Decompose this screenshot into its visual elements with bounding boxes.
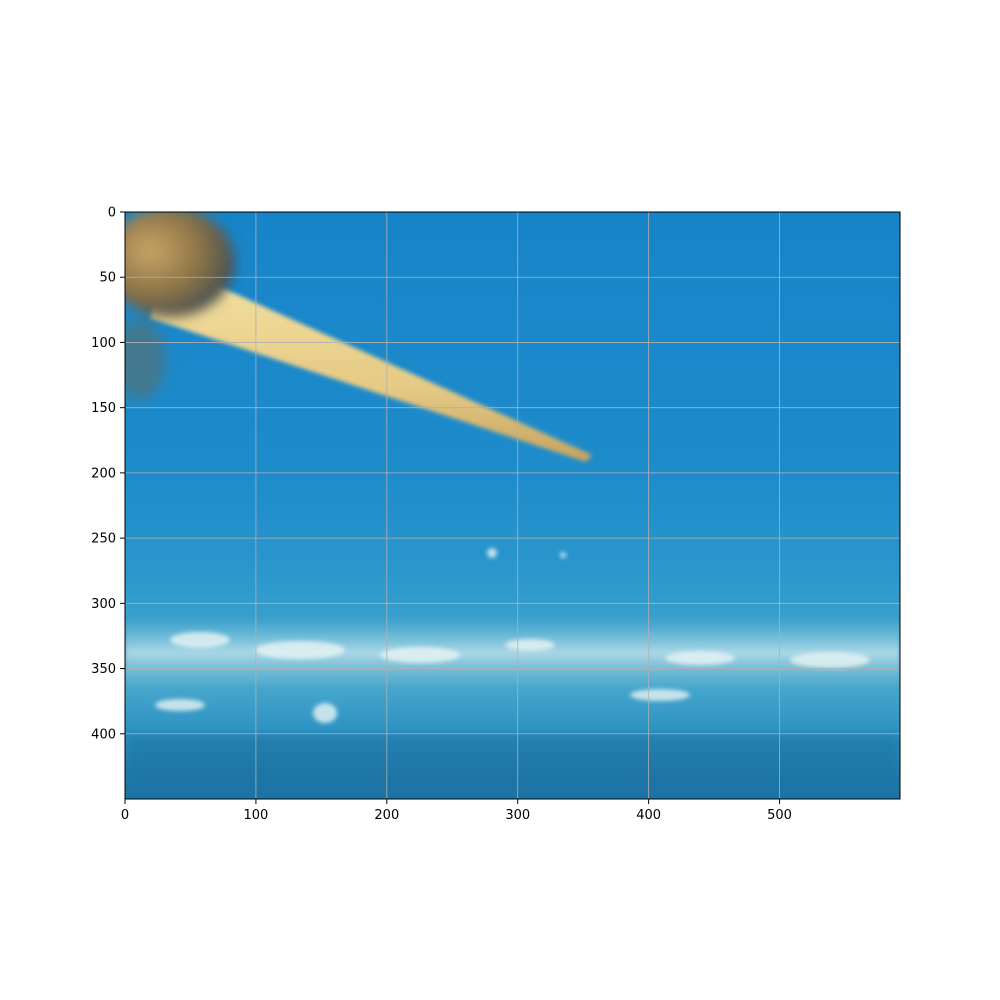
y-tick-label: 400 xyxy=(91,727,116,742)
x-tick-label: 100 xyxy=(243,808,268,823)
x-tick-label: 0 xyxy=(121,808,129,823)
holder xyxy=(125,212,235,400)
y-tick-label: 200 xyxy=(91,466,116,481)
photo xyxy=(125,212,900,799)
axes-frame xyxy=(124,211,901,800)
y-tick-label: 0 xyxy=(108,206,116,221)
x-tick-label: 300 xyxy=(505,808,530,823)
y-tick-label: 100 xyxy=(91,336,116,351)
y-tick-label: 50 xyxy=(99,271,116,286)
y-tick-label: 350 xyxy=(91,662,116,677)
y-tick-label: 300 xyxy=(91,597,116,612)
debris-specks xyxy=(155,548,870,723)
y-tick-label: 150 xyxy=(91,401,116,416)
stick xyxy=(150,280,592,462)
y-tick-label: 250 xyxy=(91,532,116,547)
x-axis: 0 100 200 300 400 500 xyxy=(121,799,792,823)
floor-shadow xyxy=(125,735,900,799)
y-axis: 0 50 100 150 200 250 300 350 400 xyxy=(91,206,125,742)
x-tick-label: 200 xyxy=(374,808,399,823)
grid-lines xyxy=(125,212,900,799)
x-tick-label: 400 xyxy=(636,808,661,823)
x-tick-label: 500 xyxy=(767,808,792,823)
debris-band xyxy=(125,618,900,688)
